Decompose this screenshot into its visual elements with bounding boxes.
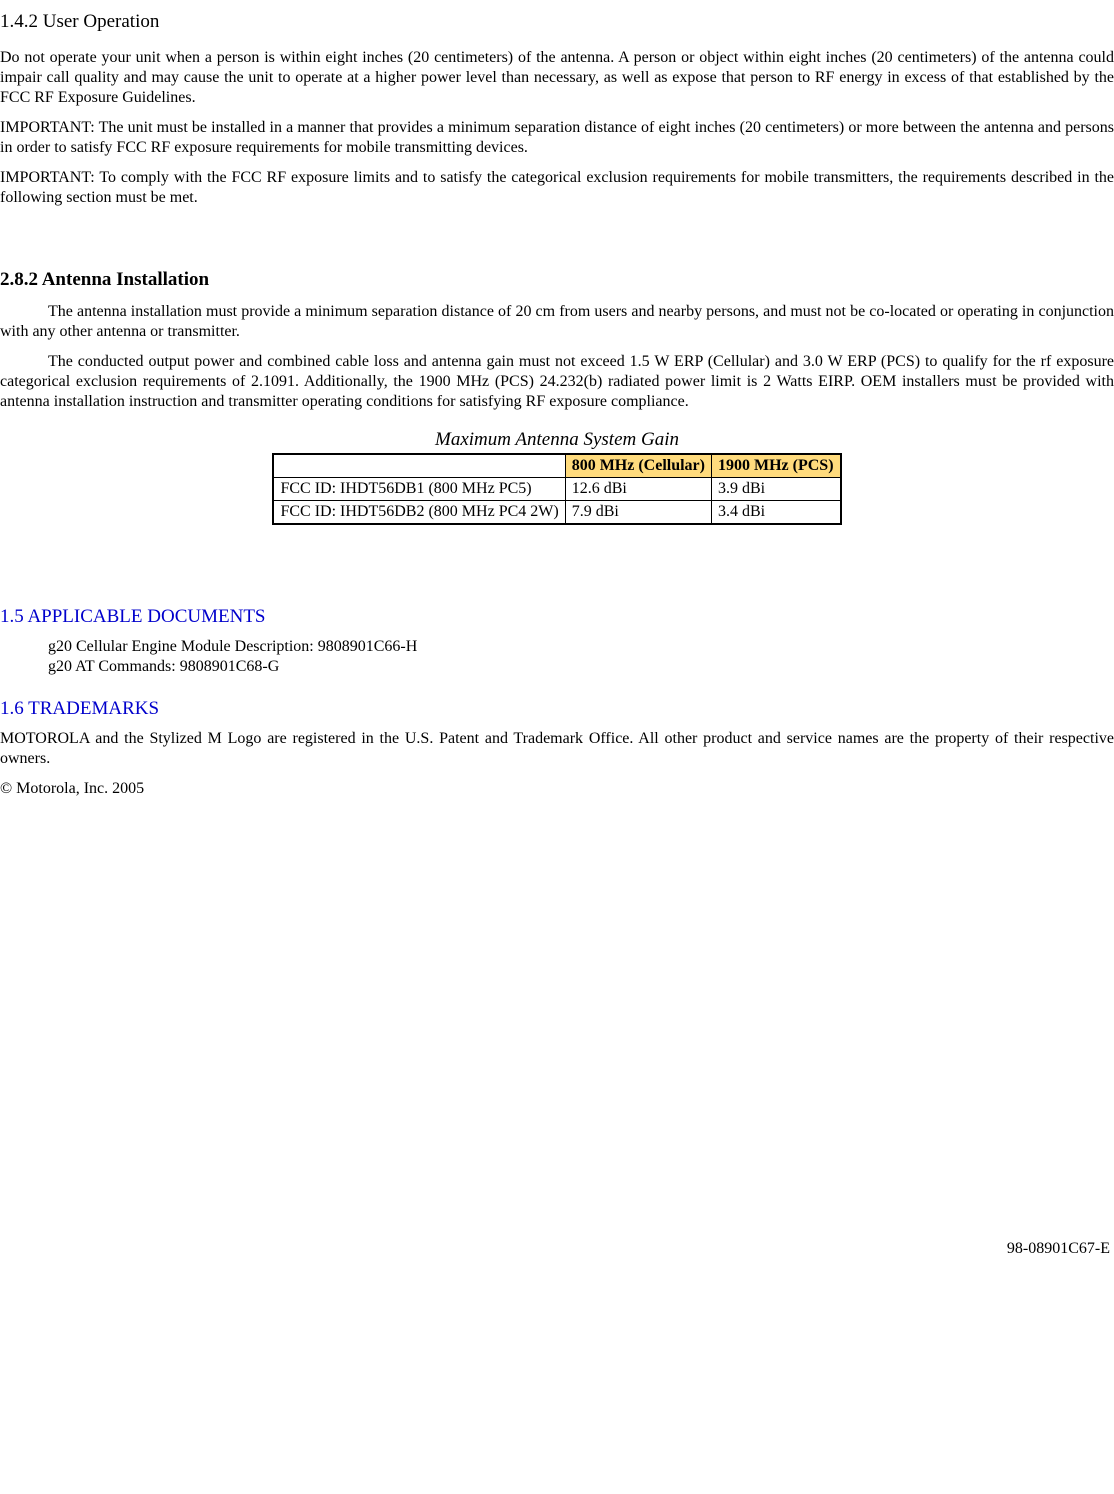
heading-applicable-documents: 1.5 APPLICABLE DOCUMENTS bbox=[0, 605, 1114, 629]
table-cell: 7.9 dBi bbox=[565, 501, 711, 525]
para-trademarks: MOTOROLA and the Stylized M Logo are reg… bbox=[0, 729, 1114, 769]
heading-antenna-installation: 2.8.2 Antenna Installation bbox=[0, 268, 1114, 292]
table-cell: 12.6 dBi bbox=[565, 478, 711, 501]
para-antenna-2: The conducted output power and combined … bbox=[0, 352, 1114, 412]
heading-user-operation: 1.4.2 User Operation bbox=[0, 10, 1114, 34]
table-wrapper: 800 MHz (Cellular) 1900 MHz (PCS) FCC ID… bbox=[0, 453, 1114, 525]
footer-doc-code: 98-08901C67-E bbox=[0, 1239, 1114, 1259]
table-row: FCC ID: IHDT56DB2 (800 MHz PC4 2W) 7.9 d… bbox=[273, 501, 840, 525]
table-header-empty bbox=[273, 454, 565, 478]
table-cell: 3.4 dBi bbox=[711, 501, 840, 525]
para-user-operation-2: IMPORTANT: The unit must be installed in… bbox=[0, 118, 1114, 158]
table-header-cellular: 800 MHz (Cellular) bbox=[565, 454, 711, 478]
copyright-line: © Motorola, Inc. 2005 bbox=[0, 779, 1114, 799]
para-antenna-1: The antenna installation must provide a … bbox=[0, 302, 1114, 342]
doc-line-1: g20 Cellular Engine Module Description: … bbox=[48, 637, 1114, 657]
table-cell: FCC ID: IHDT56DB2 (800 MHz PC4 2W) bbox=[273, 501, 565, 525]
gain-table: 800 MHz (Cellular) 1900 MHz (PCS) FCC ID… bbox=[272, 453, 841, 525]
table-cell: FCC ID: IHDT56DB1 (800 MHz PC5) bbox=[273, 478, 565, 501]
heading-trademarks: 1.6 TRADEMARKS bbox=[0, 697, 1114, 721]
table-cell: 3.9 dBi bbox=[711, 478, 840, 501]
table-row: FCC ID: IHDT56DB1 (800 MHz PC5) 12.6 dBi… bbox=[273, 478, 840, 501]
para-user-operation-3: IMPORTANT: To comply with the FCC RF exp… bbox=[0, 168, 1114, 208]
table-header-pcs: 1900 MHz (PCS) bbox=[711, 454, 840, 478]
table-header-row: 800 MHz (Cellular) 1900 MHz (PCS) bbox=[273, 454, 840, 478]
para-user-operation-1: Do not operate your unit when a person i… bbox=[0, 48, 1114, 108]
doc-line-2: g20 AT Commands: 9808901C68-G bbox=[48, 657, 1114, 677]
table-caption: Maximum Antenna System Gain bbox=[0, 428, 1114, 452]
